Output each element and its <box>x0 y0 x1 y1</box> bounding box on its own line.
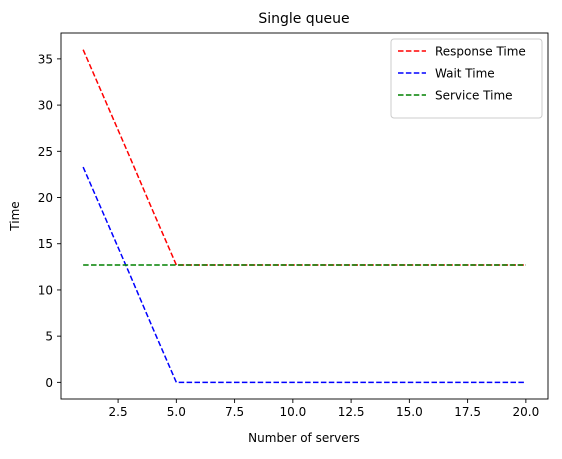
x-tick-label: 10.0 <box>279 405 306 419</box>
y-tick-label: 25 <box>38 145 53 159</box>
x-tick-label: 17.5 <box>454 405 481 419</box>
legend-label: Response Time <box>435 45 526 59</box>
y-axis-label: Time <box>8 201 22 231</box>
legend-box <box>390 38 543 119</box>
series-layer <box>82 49 526 384</box>
x-tick-label: 2.5 <box>109 405 128 419</box>
series-line-0 <box>82 49 526 266</box>
chart-legend: Response Time Wait Time Service Time <box>390 38 543 119</box>
x-tick-label: 20.0 <box>513 405 540 419</box>
y-tick-label: 5 <box>45 330 53 344</box>
legend-label: Wait Time <box>435 67 495 81</box>
x-tick-label: 12.5 <box>338 405 365 419</box>
legend-label: Service Time <box>435 89 513 103</box>
x-tick-label: 7.5 <box>225 405 244 419</box>
x-tick-label: 5.0 <box>167 405 186 419</box>
x-tick-label: 15.0 <box>396 405 423 419</box>
y-tick-label: 10 <box>38 283 53 297</box>
y-tick-label: 0 <box>45 376 53 390</box>
y-tick-label: 30 <box>38 99 53 113</box>
series-line-1 <box>82 166 526 384</box>
plot-frame <box>60 32 549 400</box>
y-axis-ticks: 0 5 10 15 20 25 30 35 <box>38 52 61 390</box>
x-axis-label: Number of servers <box>248 431 360 445</box>
y-tick-label: 20 <box>38 191 53 205</box>
chart-title: Single queue <box>258 11 349 27</box>
x-axis-ticks: 2.5 5.0 7.5 10.0 12.5 15.0 17.5 20.0 <box>109 399 540 419</box>
y-tick-label: 15 <box>38 237 53 251</box>
y-tick-label: 35 <box>38 52 53 66</box>
